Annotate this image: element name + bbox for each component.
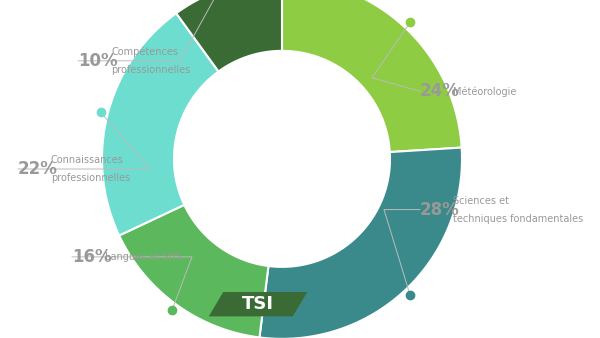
Polygon shape <box>102 13 218 236</box>
Text: Sciences et: Sciences et <box>453 195 509 206</box>
Text: 16%: 16% <box>72 248 112 266</box>
Text: 10%: 10% <box>78 52 118 70</box>
Text: techniques fondamentales: techniques fondamentales <box>453 214 583 224</box>
Text: Connaissances: Connaissances <box>51 155 124 165</box>
Text: Compétences: Compétences <box>111 46 178 57</box>
Text: Météorologie: Météorologie <box>453 86 517 97</box>
Polygon shape <box>209 292 307 316</box>
Text: 22%: 22% <box>18 160 58 178</box>
Polygon shape <box>176 0 282 71</box>
Text: professionnelles: professionnelles <box>51 173 130 183</box>
Text: Langues et SHS: Langues et SHS <box>105 252 182 262</box>
Text: professionnelles: professionnelles <box>111 65 190 75</box>
Text: TSI: TSI <box>242 295 274 313</box>
Polygon shape <box>119 205 268 337</box>
Text: 24%: 24% <box>420 82 460 100</box>
Polygon shape <box>282 0 461 152</box>
Polygon shape <box>259 148 462 338</box>
Text: 28%: 28% <box>420 200 460 219</box>
